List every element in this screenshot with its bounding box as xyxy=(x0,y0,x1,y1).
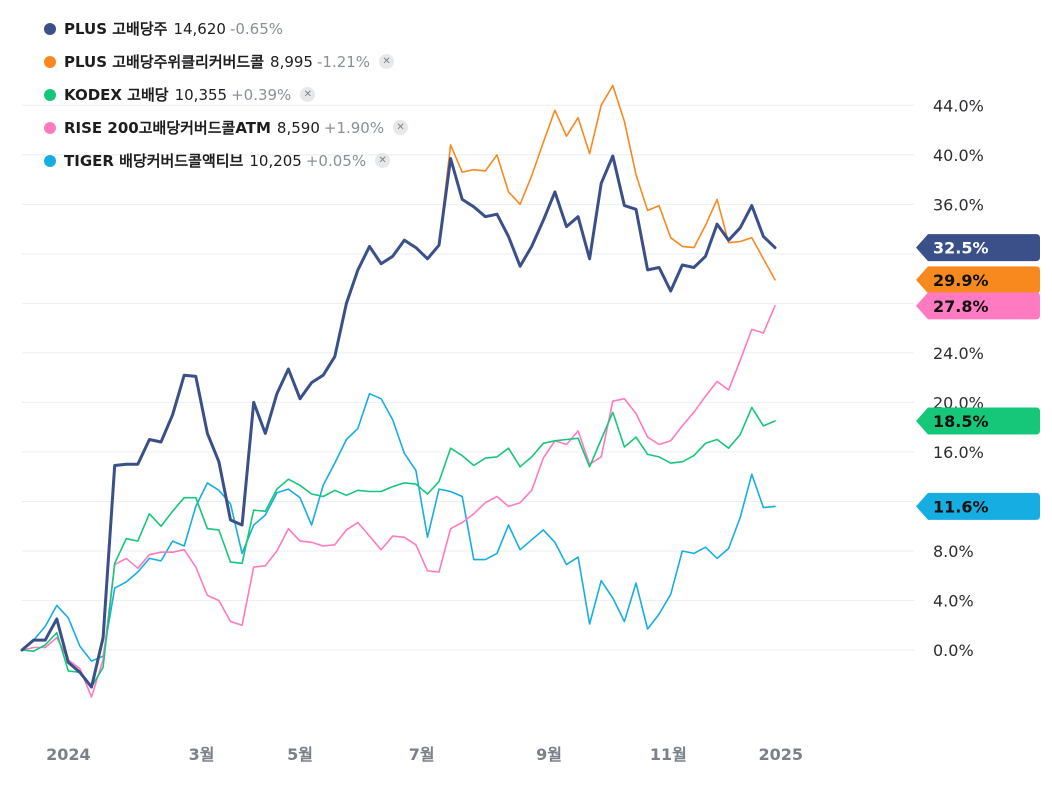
end-value-label: 29.9% xyxy=(933,271,989,290)
legend-item[interactable]: RISE 200고배당커버드콜ATM 8,590 +1.90% ✕ xyxy=(44,111,409,144)
y-tick-label: 24.0% xyxy=(933,344,984,363)
y-tick-label: 44.0% xyxy=(933,96,984,115)
legend-price: 14,620 xyxy=(173,19,226,38)
close-icon[interactable]: ✕ xyxy=(375,153,391,168)
legend-color-dot xyxy=(44,88,56,101)
series-lines xyxy=(20,84,777,698)
close-icon[interactable]: ✕ xyxy=(393,120,409,135)
y-tick-label: 36.0% xyxy=(933,195,984,214)
x-tick-label: 3월 xyxy=(189,745,215,764)
close-icon[interactable]: ✕ xyxy=(379,54,395,69)
x-tick-label: 2025 xyxy=(759,745,804,764)
legend-price: 10,355 xyxy=(174,85,228,104)
legend-color-dot xyxy=(44,121,56,134)
legend-price: 8,590 xyxy=(276,118,320,137)
end-value-tag xyxy=(916,234,1040,262)
legend-change: +0.05% xyxy=(305,151,367,170)
series-line xyxy=(21,304,776,698)
legend-series-name: KODEX 고배당 xyxy=(64,86,169,104)
end-value-label: 18.5% xyxy=(933,412,989,431)
legend: PLUS 고배당주 14,620 -0.65% PLUS 고배당주위클리커버드콜 8,9… xyxy=(44,12,409,177)
legend-series-name: PLUS 고배당주 xyxy=(64,20,168,38)
end-value-label: 27.8% xyxy=(933,297,989,316)
legend-series-name: PLUS 고배당주위클리커버드콜 xyxy=(64,53,265,71)
legend-series-name: TIGER 배당커버드콜액티브 xyxy=(64,152,244,170)
legend-series-name: RISE 200고배당커버드콜ATM xyxy=(64,119,271,137)
end-value-label: 32.5% xyxy=(933,239,989,258)
end-value-label: 11.6% xyxy=(933,497,989,516)
legend-price: 8,995 xyxy=(270,52,313,71)
x-tick-label: 9월 xyxy=(536,745,562,764)
legend-color-dot xyxy=(44,22,56,35)
legend-price: 10,205 xyxy=(249,151,302,170)
y-tick-label: 40.0% xyxy=(933,146,984,165)
end-value-tags: 32.5% 29.9% 27.8% 18.5% 11.6% xyxy=(916,234,1040,520)
legend-color-dot xyxy=(44,55,56,68)
legend-change: +1.90% xyxy=(323,118,385,137)
legend-change: -1.21% xyxy=(316,52,371,71)
legend-item[interactable]: PLUS 고배당주위클리커버드콜 8,995 -1.21% ✕ xyxy=(44,45,408,78)
end-value-tag xyxy=(916,292,1040,320)
legend-item[interactable]: KODEX 고배당 10,355 +0.39% ✕ xyxy=(44,78,408,111)
y-axis: 0.0%4.0%8.0%12.0%16.0%20.0%24.0%28.0%32.… xyxy=(933,96,984,660)
legend-item[interactable]: PLUS 고배당주 14,620 -0.65% xyxy=(44,12,408,45)
close-icon[interactable]: ✕ xyxy=(300,87,316,102)
series-line xyxy=(21,406,776,688)
legend-item[interactable]: TIGER 배당커버드콜액티브 10,205 +0.05% ✕ xyxy=(44,144,408,177)
legend-change: +0.39% xyxy=(231,85,292,104)
y-tick-label: 4.0% xyxy=(933,591,974,610)
x-axis: 2024 3월 5월 7월 9월 11월 2025 xyxy=(46,745,803,764)
y-tick-label: 0.0% xyxy=(933,641,974,660)
series-line xyxy=(21,392,776,662)
x-tick-label: 7월 xyxy=(409,745,435,764)
end-value-tag xyxy=(916,407,1040,435)
legend-change: -0.65% xyxy=(229,19,284,38)
grid xyxy=(22,104,914,651)
x-tick-label: 11월 xyxy=(650,745,687,764)
series-line xyxy=(20,154,777,689)
end-value-tag xyxy=(916,266,1040,294)
legend-color-dot xyxy=(44,154,56,167)
x-tick-label: 5월 xyxy=(287,745,313,764)
end-value-tag xyxy=(916,492,1040,520)
x-tick-label: 2024 xyxy=(46,745,91,764)
y-tick-label: 16.0% xyxy=(933,443,984,462)
y-tick-label: 8.0% xyxy=(933,542,974,561)
